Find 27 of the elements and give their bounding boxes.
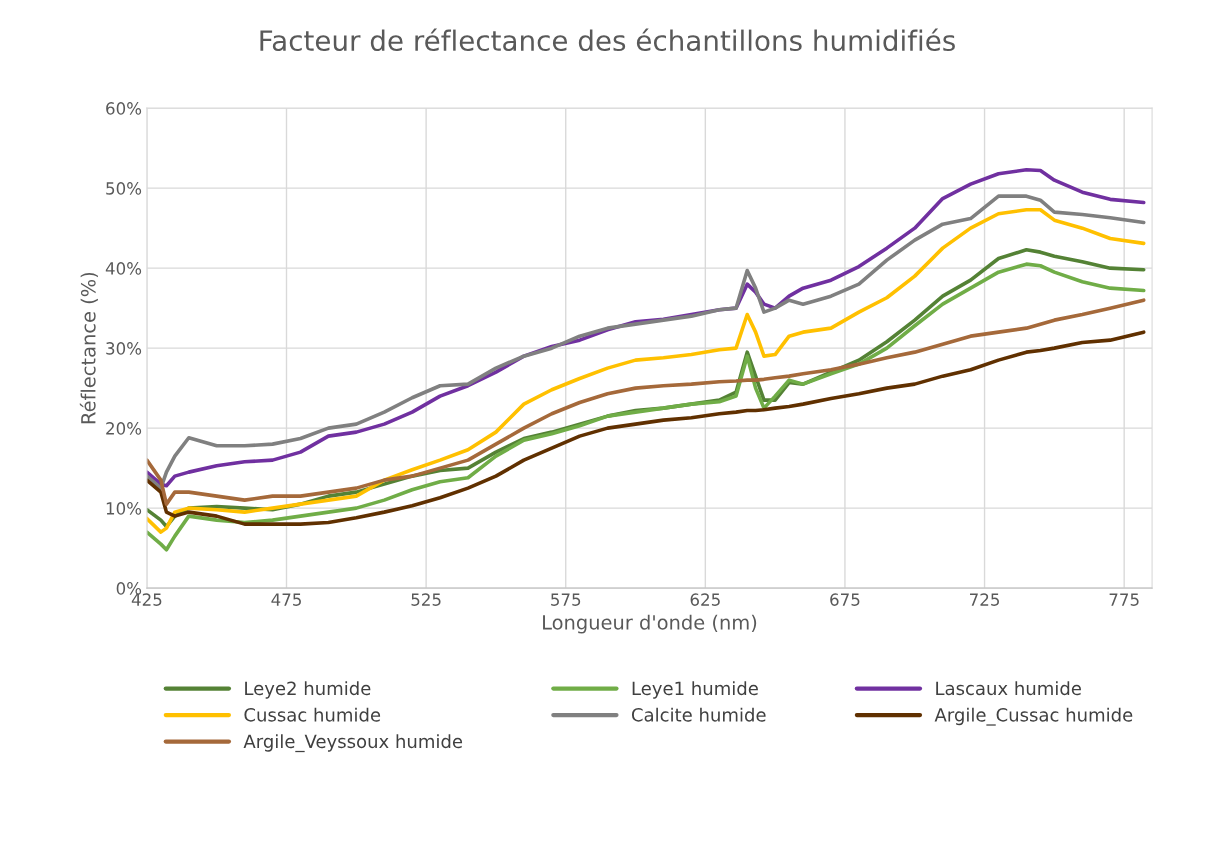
legend-label: Argile_Veyssoux humide (243, 734, 463, 753)
legend-label: Lascaux humide (936, 681, 1081, 696)
legend-label: Leye2 humide (245, 681, 371, 699)
line-series (146, 298, 1146, 506)
x-tick-label: 525 (411, 593, 441, 606)
x-tick-label: 625 (690, 593, 720, 606)
y-tick-label: 0% (116, 582, 142, 595)
x-tick-label: 575 (551, 593, 581, 606)
legend-label: Calcite humide (631, 707, 766, 722)
y-axis-title: Réflectance (%) (79, 272, 98, 424)
x-tick-label: 775 (1109, 593, 1139, 606)
chart-title: Facteur de réflectance des échantillons humidifiés (260, 28, 955, 52)
x-tick-label: 675 (830, 593, 860, 606)
legend-label: Leye1 humide (632, 681, 758, 699)
y-tick-label: 40% (105, 262, 142, 275)
x-tick-label: 725 (970, 593, 999, 606)
line-series (146, 330, 1146, 526)
legend-label: Cussac humide (244, 707, 381, 722)
y-tick-label: 50% (106, 182, 142, 195)
legend-label: Argile_Cussac humide (934, 707, 1133, 726)
y-tick-label: 10% (106, 502, 142, 515)
y-tick-label: 30% (106, 342, 142, 355)
y-tick-label: 20% (106, 422, 142, 435)
y-tick-label: 60% (106, 102, 142, 115)
x-tick-label: 425 (131, 593, 162, 606)
x-tick-label: 475 (271, 593, 301, 606)
x-axis-title: Longueur d'onde (nm) (543, 614, 757, 634)
